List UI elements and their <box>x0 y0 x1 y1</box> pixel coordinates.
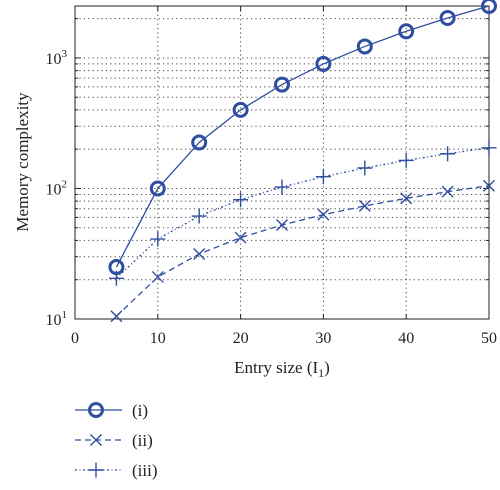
data-point <box>234 231 247 244</box>
data-point <box>315 169 331 185</box>
series-1 <box>108 0 497 276</box>
data-point <box>232 101 249 118</box>
plot-frame <box>74 5 490 320</box>
series-2 <box>110 179 495 323</box>
data-point <box>191 134 208 151</box>
y-tick-label-base: 10 <box>46 181 62 198</box>
y-tick-label: 101 <box>46 309 68 329</box>
x-axis-label-main: Entry size (I <box>234 358 318 377</box>
x-tick-label: 40 <box>398 330 414 347</box>
x-tick-label: 10 <box>150 330 166 347</box>
x-tick-label: 0 <box>71 330 79 347</box>
series-line <box>115 147 490 279</box>
x-tick-label: 30 <box>315 330 331 347</box>
y-tick-label-exponent: 2 <box>62 178 68 190</box>
data-point <box>440 146 456 162</box>
x-axis-label-sub: 1 <box>318 366 324 380</box>
data-point <box>398 152 414 168</box>
legend-marker <box>88 462 104 478</box>
series-3 <box>108 140 497 286</box>
y-tick-label: 102 <box>46 178 68 198</box>
x-axis-label: Entry size (I1) <box>234 358 330 380</box>
data-point <box>233 192 249 208</box>
y-tick-label-base: 10 <box>46 312 62 329</box>
x-tick-label: 50 <box>481 330 497 347</box>
data-point <box>400 192 413 205</box>
legend-label: (ii) <box>132 431 153 450</box>
y-axis-label: Memory complexity <box>13 92 32 232</box>
x-tick-label: 20 <box>233 330 249 347</box>
grid <box>75 6 489 319</box>
legend-marker <box>88 402 104 418</box>
legend-entry: (ii) <box>75 431 153 450</box>
data-point <box>483 179 495 192</box>
legend-marker <box>90 434 102 446</box>
data-point <box>398 23 415 40</box>
y-tick-label-exponent: 3 <box>62 48 68 60</box>
y-tick-label-exponent: 1 <box>62 309 68 321</box>
series-line <box>115 5 490 268</box>
data-point <box>151 270 164 283</box>
series <box>108 0 497 323</box>
data-point <box>439 9 456 26</box>
legend-label: (i) <box>132 401 148 420</box>
data-point <box>315 55 332 72</box>
data-point <box>149 180 166 197</box>
data-point <box>357 160 373 176</box>
data-point <box>193 247 206 260</box>
data-point <box>150 231 166 247</box>
data-point <box>274 179 290 195</box>
legend-entry: (i) <box>75 401 148 420</box>
data-point <box>358 199 371 212</box>
data-point <box>110 310 123 323</box>
data-point <box>481 140 497 156</box>
legend-label: (iii) <box>132 461 158 480</box>
series-line <box>115 185 490 317</box>
legend-entry: (iii) <box>75 461 158 480</box>
data-point <box>441 185 454 198</box>
data-point <box>317 208 330 221</box>
y-tick-label-base: 10 <box>46 51 62 68</box>
data-point <box>274 76 290 93</box>
y-tick-label: 103 <box>46 48 68 68</box>
data-point <box>481 0 497 14</box>
data-point <box>276 219 288 231</box>
data-point <box>356 38 373 55</box>
data-point <box>191 208 207 224</box>
x-axis-label-close: ) <box>324 358 330 377</box>
data-point <box>108 270 124 286</box>
legend: (i) (ii) (iii) <box>75 401 158 480</box>
